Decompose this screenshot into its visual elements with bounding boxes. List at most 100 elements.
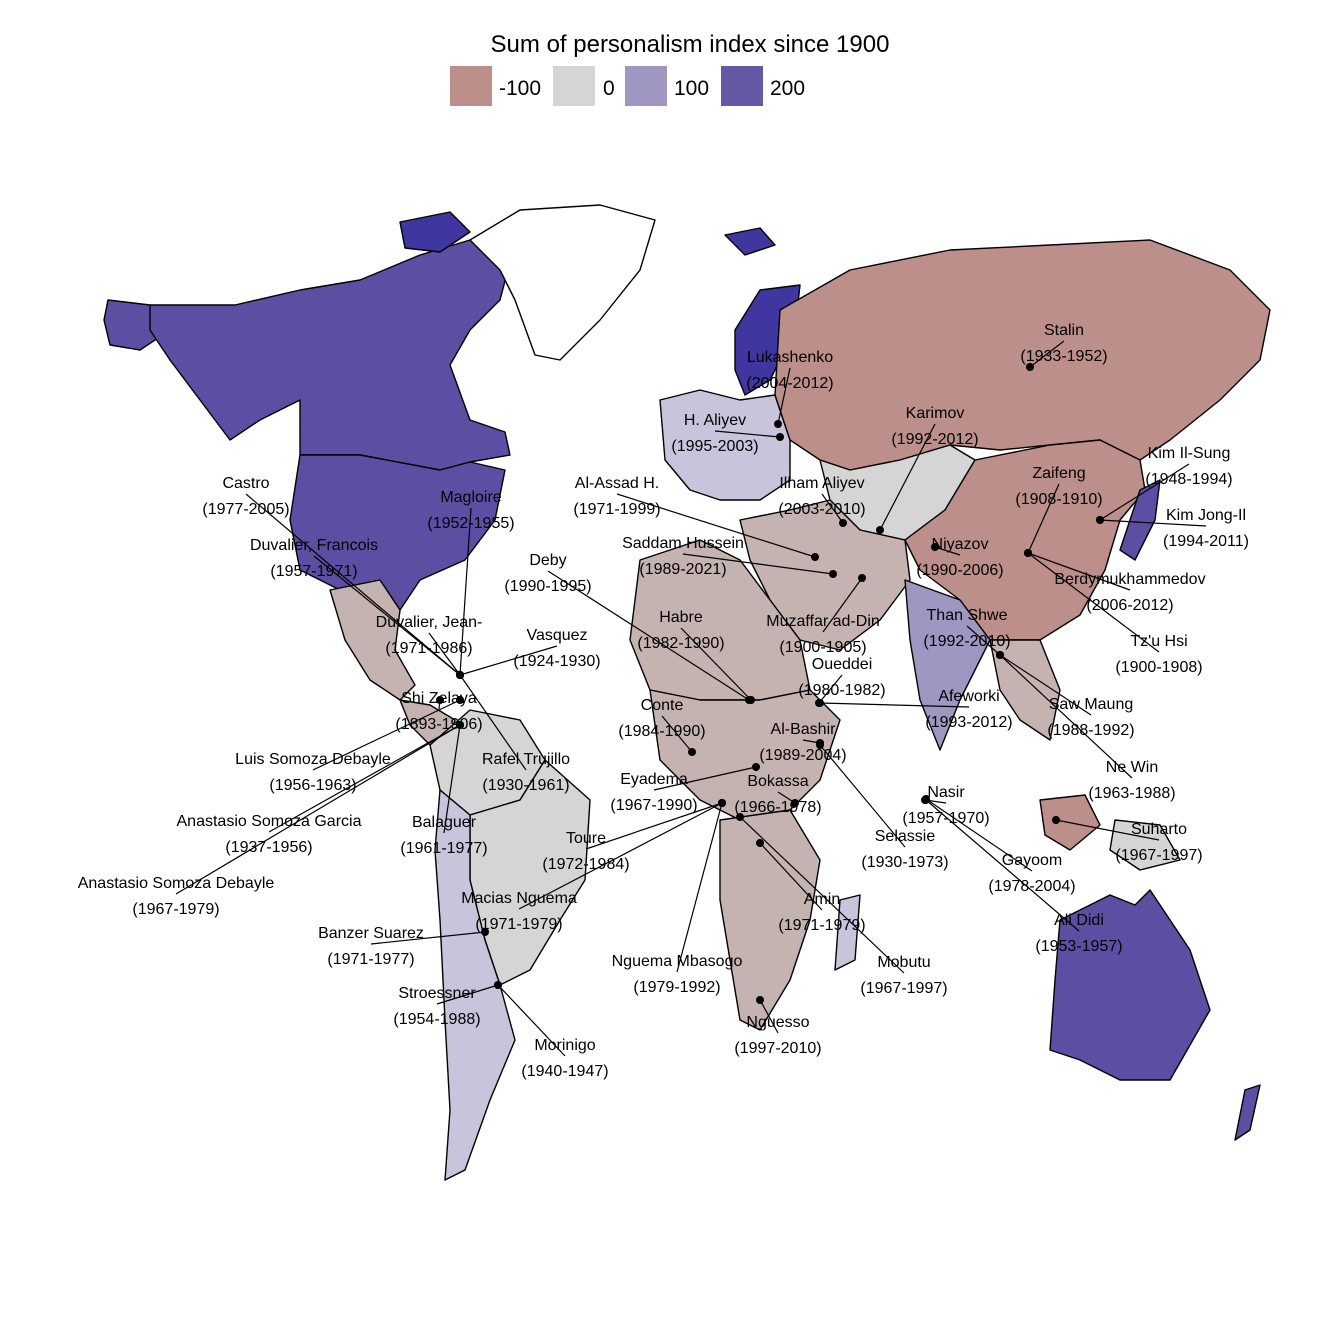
leader-label: Stalin (1933-1952) — [1020, 322, 1108, 371]
leader-label: Gayoom (1978-2004) — [922, 795, 1076, 895]
leader-label: Tz'u Hsi (1900-1908) — [1024, 549, 1203, 676]
leader-line — [934, 546, 961, 556]
leader-line — [459, 674, 527, 771]
leader-name: Kim Jong-Il — [1166, 507, 1246, 524]
legend-swatch-0 — [553, 66, 595, 106]
leader-point — [481, 928, 489, 936]
leader-years: (1971-1986) — [385, 640, 472, 657]
leader-years: (1933-1952) — [1020, 348, 1107, 365]
leader-name: Nguema Mbasogo — [612, 953, 743, 970]
leader-years: (1900-1905) — [779, 639, 866, 656]
leader-years: (1989-2021) — [639, 561, 726, 578]
leader-years: (1908-1910) — [1015, 491, 1102, 508]
leader-line — [268, 724, 461, 833]
region-canada — [149, 239, 511, 471]
leader-line — [1029, 340, 1065, 368]
leader-years: (1972-1984) — [542, 856, 629, 873]
leader-label: Saw Maung (1988-1992) — [996, 651, 1135, 739]
leader-years: (1980-1982) — [798, 682, 885, 699]
leader-label: Nguesso (1997-2010) — [734, 996, 822, 1057]
leader-label: Luis Somoza Debayle (1956-1963) — [235, 696, 464, 794]
leader-years: (1954-1988) — [393, 1011, 480, 1028]
leader-point — [747, 696, 755, 704]
leader-name: Shi Zelaya — [401, 690, 477, 707]
leader-years: (1924-1930) — [513, 653, 600, 670]
leader-line — [245, 493, 461, 676]
leader-name: Zaifeng — [1032, 465, 1085, 482]
leader-years: (1967-1997) — [860, 980, 947, 997]
leader-line — [518, 802, 723, 910]
leader-line — [313, 555, 461, 676]
leader-line — [819, 702, 970, 708]
leader-point — [931, 543, 939, 551]
leader-years: (1967-1997) — [1115, 847, 1202, 864]
legend-swatch-200 — [721, 66, 763, 106]
leader-point — [494, 981, 502, 989]
leader-labels: Stalin (1933-1952) Lukashenko (2004-2012) H.… — [78, 322, 1249, 1080]
leader-point — [839, 519, 847, 527]
leader-line — [1027, 552, 1131, 591]
leader-years: (1971-1977) — [327, 951, 414, 968]
leader-name: Ali Didi — [1054, 912, 1104, 929]
leader-name: Morinigo — [534, 1037, 595, 1054]
leader-name: Balaguer — [412, 814, 477, 831]
leader-years: (1966-1978) — [734, 799, 821, 816]
leader-name: Saw Maung — [1049, 696, 1134, 713]
leader-line — [459, 645, 558, 676]
region-greenland — [469, 204, 656, 361]
leader-name: Oueddei — [812, 656, 873, 673]
leader-years: (1990-2006) — [916, 562, 1003, 579]
leader-years: (1979-1992) — [633, 979, 720, 996]
leader-line — [1099, 519, 1207, 527]
leader-line — [925, 798, 1033, 872]
leader-label: Saddam Hussein (1989-2021) — [622, 535, 837, 578]
leader-line — [680, 627, 752, 701]
leader-years: (1993-2012) — [925, 714, 1012, 731]
leader-label: Kim Jong-Il (1994-2011) — [1096, 507, 1249, 550]
leader-label: Zaifeng (1908-1910) — [1015, 465, 1103, 557]
leader-label: Habre (1982-1990) — [637, 609, 755, 704]
leader-line — [1027, 552, 1160, 653]
region-australia — [1049, 889, 1211, 1081]
leader-years: (2004-2012) — [746, 375, 833, 392]
leader-label: Ali Didi (1953-1957) — [922, 796, 1123, 955]
leader-point — [996, 651, 1004, 659]
leader-name: Anastasio Somoza Garcia — [177, 813, 362, 830]
region-iceland — [724, 227, 776, 256]
leader-name: Selassie — [875, 828, 936, 845]
leader-line — [925, 799, 1080, 932]
leader-years: (1930-1961) — [482, 777, 569, 794]
leader-name: Al-Assad H. — [575, 475, 659, 492]
leader-years: (1967-1979) — [132, 901, 219, 918]
leader-name: Tz'u Hsi — [1130, 633, 1187, 650]
region-japan — [1119, 479, 1161, 561]
leader-label: Than Shwe (1992-2010) — [923, 607, 1011, 659]
leader-name: Rafel Trujillo — [482, 751, 570, 768]
leader-line — [1027, 483, 1060, 554]
leader-line — [999, 654, 1092, 716]
leader-label: Ne Win (1963-1988) — [996, 651, 1176, 802]
leader-years: (1940-1947) — [521, 1063, 608, 1080]
leader-point — [736, 813, 744, 821]
leader-name: Kim Il-Sung — [1148, 445, 1231, 462]
leader-point — [756, 839, 764, 847]
leader-name: Bokassa — [747, 773, 808, 790]
leader-years: (1961-1977) — [400, 840, 487, 857]
leader-label: Karimov (1992-2012) — [876, 405, 979, 534]
leader-label: Selassie (1930-1973) — [816, 741, 949, 871]
leader-point — [774, 420, 782, 428]
leader-years: (1971-1999) — [573, 501, 660, 518]
leader-line — [443, 724, 461, 834]
leader-line — [1055, 819, 1160, 841]
leader-years: (1937-1956) — [225, 839, 312, 856]
leader-name: Saddam Hussein — [622, 535, 744, 552]
leader-label: Vasquez (1924-1930) — [456, 627, 601, 679]
region-india — [904, 579, 991, 751]
leader-years: (1900-1908) — [1115, 659, 1202, 676]
region-arctic-islands — [399, 211, 471, 253]
legend-swatch-neg100 — [450, 66, 492, 106]
leader-point — [829, 570, 837, 578]
leader-label: Duvalier, Francois (1957-1971) — [250, 537, 464, 679]
region-middle-east — [739, 499, 911, 651]
